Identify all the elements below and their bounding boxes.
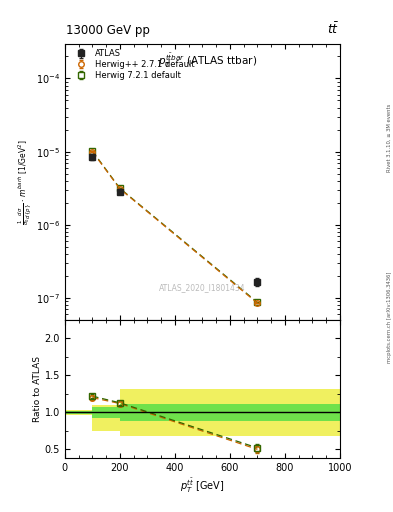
Text: ATLAS_2020_I1801434: ATLAS_2020_I1801434 [159,283,246,292]
X-axis label: $p^{t\bar{t}}_{T}$ [GeV]: $p^{t\bar{t}}_{T}$ [GeV] [180,477,225,496]
Text: $p_T^{t\bar{t}bar}$ (ATLAS ttbar): $p_T^{t\bar{t}bar}$ (ATLAS ttbar) [158,52,257,70]
Y-axis label: $\frac{1}{\sigma_0}\frac{d\sigma}{d\{p\}}$ $\cdot$ $m^{bar{h}}$ [1/GeV$^2$]: $\frac{1}{\sigma_0}\frac{d\sigma}{d\{p\}… [16,139,33,225]
Text: mcplots.cern.ch [arXiv:1306.3436]: mcplots.cern.ch [arXiv:1306.3436] [387,272,391,363]
Legend: ATLAS, Herwig++ 2.7.1 default, Herwig 7.2.1 default: ATLAS, Herwig++ 2.7.1 default, Herwig 7.… [69,48,196,81]
Text: 13000 GeV pp: 13000 GeV pp [66,24,150,37]
Y-axis label: Ratio to ATLAS: Ratio to ATLAS [33,356,42,422]
Text: $t\bar{t}$: $t\bar{t}$ [327,22,339,37]
Text: Rivet 3.1.10, ≥ 3M events: Rivet 3.1.10, ≥ 3M events [387,104,391,173]
